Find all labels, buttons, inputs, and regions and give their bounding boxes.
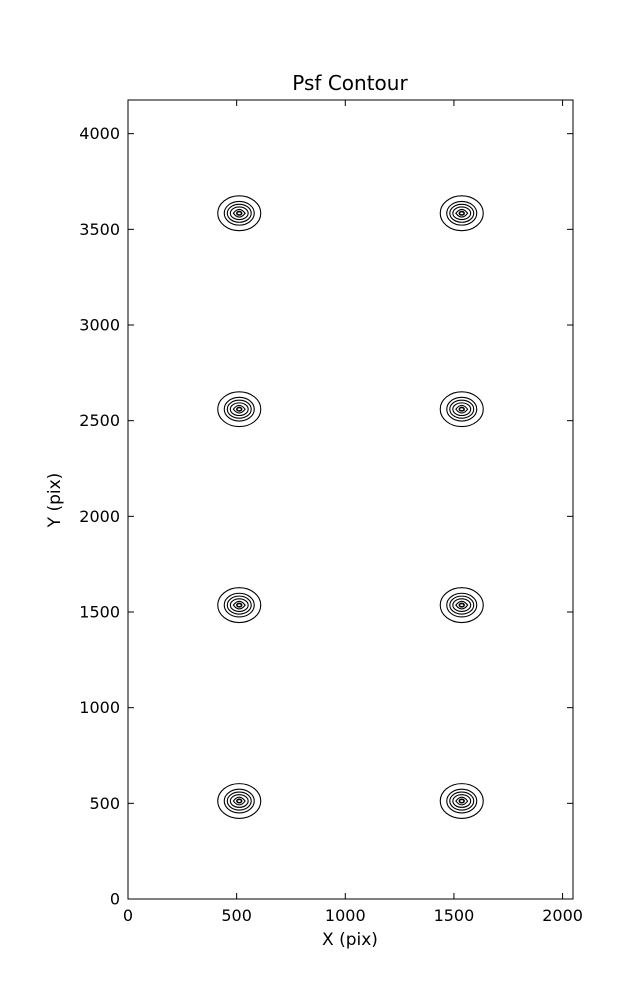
contour-level xyxy=(452,598,472,612)
y-tick-label: 1000 xyxy=(79,698,120,717)
contour-level xyxy=(223,592,255,618)
contour-level xyxy=(439,587,484,624)
contour-level xyxy=(236,406,243,412)
psf-contour-spot xyxy=(217,195,262,232)
contour-level xyxy=(229,598,249,612)
contour-level xyxy=(226,595,252,615)
contour-level xyxy=(455,404,469,414)
y-tick-label: 2500 xyxy=(79,411,120,430)
y-tick-label: 2000 xyxy=(79,507,120,526)
psf-contour-spot xyxy=(439,783,484,819)
contour-level xyxy=(223,788,255,814)
contour-level xyxy=(232,208,246,218)
contour-level xyxy=(236,602,243,608)
contour-level xyxy=(236,798,243,804)
x-tick-label: 500 xyxy=(221,906,252,925)
contour-level xyxy=(229,402,249,417)
psf-contour-spot xyxy=(217,587,262,624)
contour-level xyxy=(449,203,475,223)
contour-level xyxy=(449,791,475,811)
plot-area xyxy=(127,99,574,900)
plot-title: Psf Contour xyxy=(292,71,408,95)
contour-level xyxy=(226,791,252,811)
contour-level xyxy=(452,402,472,417)
contour-level xyxy=(455,600,469,610)
contour-level xyxy=(232,600,246,610)
contour-level xyxy=(217,391,262,428)
contour-level xyxy=(449,399,475,419)
contour-level xyxy=(229,794,249,808)
y-tick-label: 4000 xyxy=(79,124,120,143)
contour-level xyxy=(223,200,255,226)
contour-level xyxy=(236,210,243,216)
contour-level xyxy=(439,195,484,232)
x-axis-label: X (pix) xyxy=(322,930,378,950)
x-tick-label: 1500 xyxy=(434,906,475,925)
contour-level xyxy=(217,195,262,232)
contour-level xyxy=(223,396,255,422)
contour-level xyxy=(232,404,246,414)
y-tick-label: 1500 xyxy=(79,603,120,622)
contour-level xyxy=(446,592,478,618)
x-tick-label: 0 xyxy=(123,906,133,925)
psf-contour-spot xyxy=(439,587,484,624)
contour-level xyxy=(226,399,252,419)
contour-level xyxy=(446,396,478,422)
contour-level xyxy=(446,200,478,226)
contour-level xyxy=(226,203,252,223)
contour-level xyxy=(229,206,249,221)
contour-level xyxy=(449,595,475,615)
psf-contour-spot xyxy=(439,195,484,232)
axis-tick-labels: 0 500 1000 1500 2000 0 500 1000 1500 2000 2500 3000… xyxy=(79,124,583,925)
contour-level xyxy=(446,788,478,814)
contour-level xyxy=(232,796,246,806)
contour-level xyxy=(458,210,465,216)
y-tick-label: 500 xyxy=(89,794,120,813)
axis-ticks xyxy=(127,100,573,900)
psf-contour-spot xyxy=(439,391,484,428)
contour-level xyxy=(458,406,465,412)
psf-contour-spots xyxy=(217,195,484,819)
contour-level xyxy=(455,208,469,218)
y-tick-label: 0 xyxy=(110,890,120,909)
contour-level xyxy=(458,602,465,608)
psf-contour-spot xyxy=(217,783,262,819)
x-tick-label: 2000 xyxy=(542,906,583,925)
contour-level xyxy=(452,794,472,808)
contour-level xyxy=(439,391,484,428)
y-tick-label: 3000 xyxy=(79,316,120,335)
contour-level xyxy=(452,206,472,221)
x-tick-label: 1000 xyxy=(325,906,366,925)
contour-level xyxy=(217,587,262,624)
y-axis-label: Y (pix) xyxy=(45,473,65,529)
contour-level xyxy=(458,798,465,804)
contour-level xyxy=(217,783,262,819)
psf-contour-spot xyxy=(217,391,262,428)
contour-level xyxy=(439,783,484,819)
contour-level xyxy=(455,796,469,806)
y-tick-label: 3500 xyxy=(79,220,120,239)
